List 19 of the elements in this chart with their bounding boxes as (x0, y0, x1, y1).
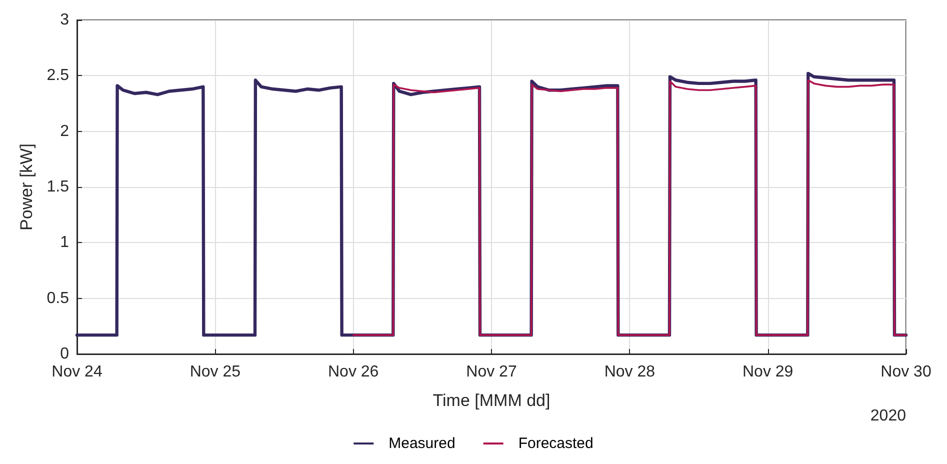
y-axis-title: Power [kW] (17, 144, 36, 230)
x-tick-label: Nov 27 (466, 364, 517, 380)
x-tick-label: Nov 29 (742, 364, 794, 380)
y-tick-label: 2.5 (46, 67, 70, 84)
legend-label: Measured (388, 435, 456, 452)
y-tick-label: 2 (60, 122, 70, 140)
x-tick-label: Nov 30 (880, 364, 932, 380)
x-tick-label: Nov 28 (604, 364, 656, 380)
y-tick-label: 1 (60, 234, 70, 252)
y-tick-label: 3 (60, 12, 70, 28)
x-axis-title: Time [MMM dd] (432, 391, 550, 410)
x-tick-label: Nov 25 (190, 364, 241, 380)
x-tick-label: Nov 24 (52, 364, 102, 380)
text: 2020 (870, 408, 906, 424)
y-tick-label: 0.5 (46, 290, 70, 307)
legend-label: Forecasted (518, 435, 594, 452)
x-tick-label: Nov 26 (328, 364, 379, 380)
y-tick-label: 0 (60, 346, 70, 362)
y-tick-label: 1.5 (46, 178, 70, 196)
